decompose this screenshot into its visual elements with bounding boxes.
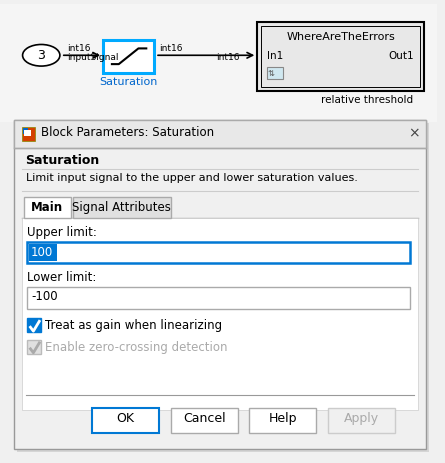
Bar xyxy=(249,408,316,433)
Bar xyxy=(92,408,159,433)
Text: ×: × xyxy=(409,126,420,140)
Ellipse shape xyxy=(23,44,60,66)
Bar xyxy=(28,242,410,263)
Text: int16: int16 xyxy=(67,44,90,54)
Bar xyxy=(14,120,426,449)
Bar xyxy=(17,123,429,452)
Bar xyxy=(29,244,57,262)
Bar xyxy=(73,197,171,218)
Text: int16: int16 xyxy=(216,53,239,63)
Text: Cancel: Cancel xyxy=(183,412,226,425)
Bar xyxy=(261,26,420,87)
Text: OK: OK xyxy=(117,412,135,425)
Text: Saturation: Saturation xyxy=(25,155,100,168)
Bar xyxy=(257,22,424,91)
Bar xyxy=(171,408,238,433)
Bar xyxy=(328,408,395,433)
Text: Limit input signal to the upper and lower saturation values.: Limit input signal to the upper and lowe… xyxy=(25,173,357,183)
Bar xyxy=(103,39,154,73)
Text: Signal Attributes: Signal Attributes xyxy=(72,200,171,213)
Text: -100: -100 xyxy=(32,290,58,303)
Bar xyxy=(0,4,437,122)
Text: Treat as gain when linearizing: Treat as gain when linearizing xyxy=(45,319,222,332)
Bar xyxy=(22,218,418,410)
Text: Lower limit:: Lower limit: xyxy=(28,271,97,284)
Text: Saturation: Saturation xyxy=(99,77,158,87)
Text: Help: Help xyxy=(268,412,297,425)
Bar xyxy=(23,128,28,134)
Bar xyxy=(14,120,426,148)
Text: 100: 100 xyxy=(30,246,53,259)
Bar xyxy=(28,340,41,354)
Bar xyxy=(24,130,32,136)
Text: In1: In1 xyxy=(267,51,283,62)
Bar xyxy=(267,67,283,79)
Bar xyxy=(22,127,35,141)
Text: Out1: Out1 xyxy=(388,51,414,62)
Text: Enable zero-crossing detection: Enable zero-crossing detection xyxy=(45,341,228,354)
Bar xyxy=(24,197,71,218)
Bar xyxy=(28,287,410,308)
Text: WhereAreTheErrors: WhereAreTheErrors xyxy=(286,32,395,42)
Bar xyxy=(28,319,41,332)
Text: Upper limit:: Upper limit: xyxy=(28,226,97,239)
Text: relative threshold: relative threshold xyxy=(321,94,413,105)
Text: 3: 3 xyxy=(37,49,45,62)
Text: Apply: Apply xyxy=(344,412,379,425)
Text: Block Parameters: Saturation: Block Parameters: Saturation xyxy=(41,126,214,139)
Text: int16: int16 xyxy=(159,44,182,54)
Text: inputSignal: inputSignal xyxy=(67,53,118,63)
Text: Main: Main xyxy=(31,200,63,213)
Text: ⇅: ⇅ xyxy=(268,69,275,78)
